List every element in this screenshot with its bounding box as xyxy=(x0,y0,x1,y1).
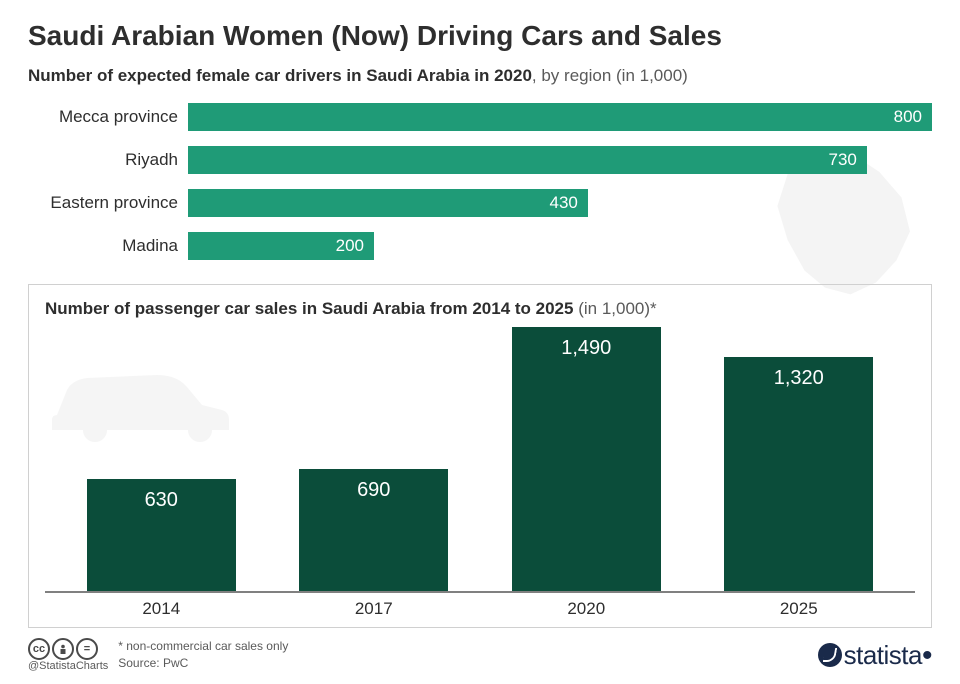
hbar-fill: 430 xyxy=(188,189,588,217)
vbar-col: 1,320 xyxy=(693,327,906,591)
vbar-fill: 690 xyxy=(299,469,448,591)
footer-note: * non-commercial car sales only xyxy=(118,638,288,655)
vbar-tick: 2025 xyxy=(693,599,906,619)
hbar-fill: 800 xyxy=(188,103,932,131)
hbar-label: Mecca province xyxy=(28,107,188,127)
hbar-row: Riyadh 730 xyxy=(28,141,932,179)
hbar-value: 430 xyxy=(550,193,578,213)
cc-license-block: cc = @StatistaCharts xyxy=(28,638,108,672)
statista-logo-text: statista xyxy=(844,640,922,671)
vbar-value: 1,320 xyxy=(774,367,824,390)
hbar-row: Eastern province 430 xyxy=(28,184,932,222)
hbar-value: 730 xyxy=(829,150,857,170)
vbar-tick: 2020 xyxy=(480,599,693,619)
statista-logo: statista• xyxy=(818,640,932,671)
vbar-subtitle-light: (in 1,000)* xyxy=(573,299,656,318)
hbar-subtitle-light: , by region (in 1,000) xyxy=(532,66,688,85)
vbar-chart: Number of passenger car sales in Saudi A… xyxy=(28,284,932,628)
footer-handle: @StatistaCharts xyxy=(28,660,108,672)
statista-logo-icon xyxy=(818,643,842,667)
vbar-fill: 1,320 xyxy=(724,357,873,591)
vbar-value: 690 xyxy=(357,479,390,502)
hbar-value: 800 xyxy=(894,107,922,127)
hbar-label: Eastern province xyxy=(28,193,188,213)
hbar-fill: 200 xyxy=(188,232,374,260)
hbar-fill: 730 xyxy=(188,146,867,174)
vbar-col: 690 xyxy=(268,327,481,591)
vbar-fill: 1,490 xyxy=(512,327,661,591)
vbar-col: 1,490 xyxy=(480,327,693,591)
footer: cc = @StatistaCharts * non-commercial ca… xyxy=(28,628,932,672)
hbar-label: Riyadh xyxy=(28,150,188,170)
vbar-subtitle: Number of passenger car sales in Saudi A… xyxy=(45,299,915,319)
hbar-subtitle-bold: Number of expected female car drivers in… xyxy=(28,66,532,85)
vbar-value: 630 xyxy=(145,489,178,512)
cc-by-icon xyxy=(52,638,74,660)
hbar-row: Mecca province 800 xyxy=(28,98,932,136)
cc-nd-icon: = xyxy=(76,638,98,660)
hbar-label: Madina xyxy=(28,236,188,256)
vbar-subtitle-bold: Number of passenger car sales in Saudi A… xyxy=(45,299,573,318)
vbar-tick: 2017 xyxy=(268,599,481,619)
page-title: Saudi Arabian Women (Now) Driving Cars a… xyxy=(28,20,932,52)
hbar-subtitle: Number of expected female car drivers in… xyxy=(28,66,932,86)
hbar-chart: Mecca province 800 Riyadh 730 Eastern provin… xyxy=(28,98,932,270)
hbar-row: Madina 200 xyxy=(28,227,932,265)
vbar-fill: 630 xyxy=(87,479,236,591)
vbar-tick: 2014 xyxy=(55,599,268,619)
vbar-value: 1,490 xyxy=(561,337,611,360)
cc-icon: cc xyxy=(28,638,50,660)
footer-source: Source: PwC xyxy=(118,655,288,672)
vbar-col: 630 xyxy=(55,327,268,591)
hbar-value: 200 xyxy=(336,236,364,256)
